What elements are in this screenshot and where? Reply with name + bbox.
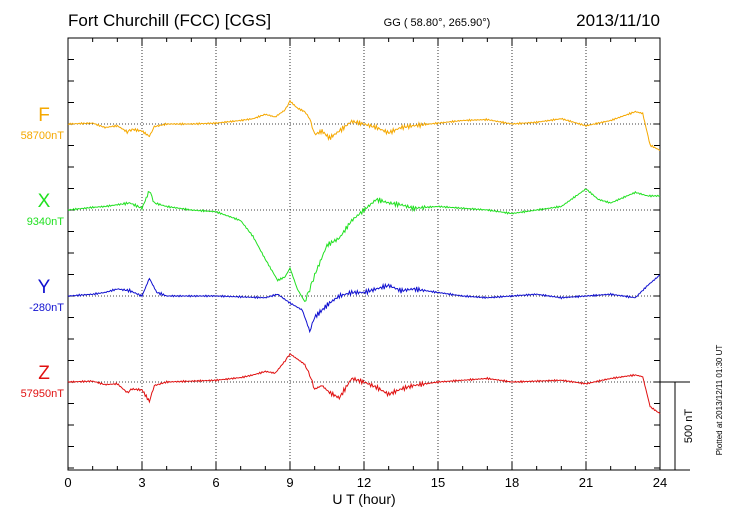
series-group <box>67 99 661 415</box>
axis-ticks <box>67 38 661 470</box>
series-baseline-f: 58700nT <box>21 130 65 142</box>
series-baseline-y: -280nT <box>29 302 64 314</box>
x-tick-label: 12 <box>357 475 371 490</box>
scale-bar-label: 500 nT <box>683 409 695 444</box>
scale-bar: 500 nT <box>660 381 695 471</box>
series-line-z <box>67 353 661 415</box>
series-baseline-z: 57950nT <box>21 388 65 400</box>
series-name-x: X <box>38 191 51 212</box>
x-tick-label: 3 <box>138 475 145 490</box>
coordinates-label: GG ( 58.80°, 265.90°) <box>384 17 491 29</box>
x-tick-label: 0 <box>64 475 71 490</box>
x-tick-label: 15 <box>431 475 445 490</box>
x-tick-label: 9 <box>286 475 293 490</box>
x-tick-label: 18 <box>505 475 519 490</box>
x-tick-label: 24 <box>653 475 667 490</box>
x-tick-label: 6 <box>212 475 219 490</box>
date-label: 2013/11/10 <box>576 11 660 30</box>
series-line-y <box>67 274 661 334</box>
plotted-at-label: Plotted at 2013/12/11 01:30 UT <box>715 345 724 456</box>
series-labels: F 58700nT X 9340nT Y -280nT Z 57950nT <box>21 105 65 400</box>
series-name-f: F <box>38 105 50 126</box>
series-name-z: Z <box>38 363 50 384</box>
chart-title: Fort Churchill (FCC) [CGS] <box>68 11 271 30</box>
x-tick-labels: 0 3 6 9 12 15 18 21 24 <box>64 475 667 490</box>
grid-lines <box>68 38 660 470</box>
x-axis-label: U T (hour) <box>332 491 395 507</box>
series-baseline-x: 9340nT <box>27 216 65 228</box>
series-name-y: Y <box>38 277 51 298</box>
series-line-x <box>67 188 661 303</box>
x-tick-label: 21 <box>579 475 593 490</box>
series-line-f <box>67 99 661 151</box>
